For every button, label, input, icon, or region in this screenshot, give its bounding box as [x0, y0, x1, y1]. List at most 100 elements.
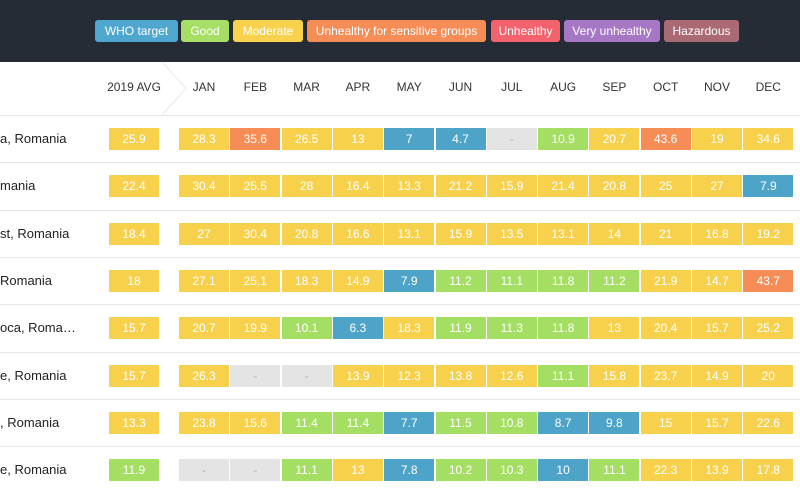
month-value-cell-mar: 28: [281, 175, 332, 198]
column-header-dec[interactable]: DEC: [755, 80, 781, 94]
table-row[interactable]: st, Romania 18.4 27 30.4 20.8 16.6 13.1 15.9 13.…: [0, 209, 800, 258]
month-value-cell-jun: 11.2: [435, 269, 486, 292]
column-header-apr[interactable]: APR: [345, 80, 371, 94]
month-value-cell-jul: 10.8: [486, 411, 537, 434]
month-value-cell-jun: 11.5: [435, 411, 486, 434]
month-value-cell-mar: -: [281, 364, 332, 387]
city-name[interactable]: oca, Roma…: [0, 320, 76, 336]
column-header-nov[interactable]: NOV: [703, 80, 730, 94]
month-value-cell-dec: 7.9: [743, 175, 794, 198]
month-value-cell-may: 13.1: [384, 222, 435, 245]
avg-value-cell: 25.9: [109, 128, 159, 150]
table-row[interactable]: e, Romania 11.9- -11.1 13 7.8 10.2 10.3 10 11.1 2…: [0, 446, 800, 494]
legend-item-very-unhealthy[interactable]: Very unhealthy: [564, 20, 660, 42]
table-row[interactable]: oca, Roma… 15.7 20.7 19.9 10.1 6.3 18.3 11.9 11.…: [0, 304, 800, 352]
month-value-cell-aug: 13.1: [538, 222, 589, 245]
month-value-cell-sep: 11.2: [589, 269, 640, 292]
month-value-cell-may: 7: [384, 128, 435, 150]
month-value-cell-jul: 11.3: [486, 317, 537, 340]
city-name[interactable]: a, Romania: [0, 131, 67, 146]
month-value-cell-aug: 21.4: [538, 175, 589, 198]
column-header-feb[interactable]: FEB: [243, 80, 267, 94]
column-header-jan[interactable]: JAN: [192, 80, 216, 94]
month-value-cell-sep: 11.1: [589, 459, 640, 482]
month-value-cell-dec: 25.2: [743, 317, 794, 340]
month-value-cell-aug: 8.7: [538, 411, 589, 434]
month-value-cell-sep: 15.8: [589, 364, 640, 387]
month-value-cell-oct: 21: [640, 222, 691, 245]
month-value-cell-mar: 18.3: [281, 269, 332, 292]
month-value-cell-mar: 26.5: [281, 128, 332, 150]
legend-item-unhealthy[interactable]: Unhealthy: [491, 20, 560, 42]
month-value-cell-jan: -: [179, 459, 229, 482]
month-value-cell-jan: 27: [179, 222, 229, 245]
month-value-cell-feb: -: [230, 459, 281, 482]
month-value-cell-oct: 22.3: [640, 459, 691, 482]
column-header-jun[interactable]: JUN: [448, 80, 473, 94]
avg-value-cell: 22.4: [109, 175, 159, 198]
table-row[interactable]: , Romania 13.3 23.8 15.6 11.4 11.4 7.7 11.5 10.8…: [0, 398, 800, 447]
city-name[interactable]: , Romania: [0, 414, 60, 430]
month-value-cell-feb: 19.9: [230, 317, 281, 340]
month-value-cell-jun: 21.2: [435, 175, 486, 198]
month-value-cell-jun: 15.9: [435, 222, 486, 245]
month-value-cell-may: 7.7: [384, 411, 435, 434]
month-value-cell-nov: 14.7: [692, 269, 742, 292]
month-value-cell-mar: 10.1: [281, 317, 332, 340]
month-value-cell-sep: 13: [589, 317, 640, 340]
month-value-cell-jul: -: [486, 128, 537, 150]
column-header-oct[interactable]: OCT: [653, 80, 679, 94]
legend-item-who-target[interactable]: WHO target: [95, 20, 178, 42]
month-value-cell-aug: 10: [538, 459, 589, 482]
month-value-cell-oct: 15: [640, 411, 691, 434]
column-header-may[interactable]: MAY: [396, 80, 422, 94]
legend-item-good[interactable]: Good: [181, 20, 229, 42]
month-value-cell-apr: 13: [332, 128, 383, 150]
avg-value-cell: 18.4: [109, 222, 159, 245]
city-name[interactable]: e, Romania: [0, 367, 67, 383]
month-value-cell-jan: 30.4: [179, 175, 229, 198]
table-row[interactable]: mania 22.4 30.4 25.5 28 16.4 13.3 21.2 15.9 21.4 2…: [0, 162, 800, 210]
month-value-cell-feb: 35.6: [230, 128, 281, 150]
month-value-cell-dec: 34.6: [743, 128, 794, 150]
month-value-cell-nov: 14.9: [692, 364, 742, 387]
table-row[interactable]: a, Romania 25.9 28.3 35.6 26.5 13 7 4.7-10.9 20.…: [0, 115, 800, 163]
month-value-cell-sep: 14: [589, 222, 640, 245]
column-header-avg[interactable]: 2019 AVG: [107, 80, 161, 94]
column-header-aug[interactable]: AUG: [550, 80, 577, 94]
table-row[interactable]: Romania 18 27.1 25.1 18.3 14.9 7.9 11.2 11.1 11.8…: [0, 256, 800, 305]
month-value-cell-jul: 10.3: [486, 459, 537, 482]
city-name[interactable]: mania: [0, 178, 36, 194]
month-value-cell-dec: 17.8: [743, 459, 794, 482]
city-name[interactable]: Romania: [0, 272, 53, 288]
month-value-cell-feb: -: [230, 364, 281, 387]
month-value-cell-nov: 15.7: [692, 317, 742, 340]
legend-item-unhealthy-for-sensitive-groups[interactable]: Unhealthy for sensitive groups: [307, 20, 486, 42]
month-value-cell-apr: 13: [332, 459, 383, 482]
column-header-sep[interactable]: SEP: [602, 80, 627, 94]
month-value-cell-jun: 13.8: [435, 364, 486, 387]
header-arrow-divider: [161, 61, 187, 116]
legend-bar: WHO target Good Moderate Unhealthy for sens…: [0, 0, 800, 62]
month-value-cell-nov: 13.9: [692, 459, 742, 482]
month-value-cell-jul: 13.5: [486, 222, 537, 245]
table-row[interactable]: e, Romania 15.7 26.3- -13.9 12.3 13.8 12.6 11.1…: [0, 351, 800, 400]
month-value-cell-feb: 25.1: [230, 269, 281, 292]
month-value-cell-apr: 14.9: [332, 269, 383, 292]
month-value-cell-oct: 20.4: [640, 317, 691, 340]
month-value-cell-oct: 43.6: [640, 128, 691, 150]
column-header-mar[interactable]: MAR: [293, 80, 320, 94]
month-value-cell-oct: 21.9: [640, 269, 691, 292]
column-header-jul[interactable]: JUL: [501, 80, 523, 94]
month-value-cell-mar: 20.8: [281, 222, 332, 245]
city-name[interactable]: st, Romania: [0, 225, 70, 241]
city-name[interactable]: e, Romania: [0, 462, 67, 478]
legend-item-hazardous[interactable]: Hazardous: [664, 20, 739, 42]
month-value-cell-aug: 10.9: [538, 128, 589, 150]
month-value-cell-sep: 20.8: [589, 175, 640, 198]
month-value-cell-apr: 11.4: [332, 411, 383, 434]
month-value-cell-may: 18.3: [384, 317, 435, 340]
legend-item-moderate[interactable]: Moderate: [233, 20, 303, 42]
avg-value-cell: 15.7: [109, 317, 159, 340]
month-value-cell-jan: 27.1: [179, 269, 229, 292]
